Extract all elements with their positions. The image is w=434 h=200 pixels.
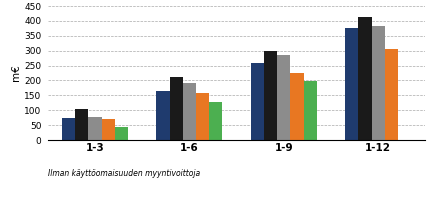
Bar <box>75 109 89 140</box>
Bar <box>290 73 303 140</box>
Y-axis label: m€: m€ <box>11 65 21 81</box>
Bar <box>62 118 75 140</box>
Bar <box>196 93 209 140</box>
Bar <box>358 17 372 140</box>
Bar <box>170 77 183 140</box>
Bar <box>372 26 385 140</box>
Bar <box>251 63 264 140</box>
Bar <box>209 102 222 140</box>
Bar <box>156 91 170 140</box>
Bar <box>183 83 196 140</box>
Bar <box>277 55 290 140</box>
Bar <box>89 117 102 140</box>
Bar <box>385 49 398 140</box>
Bar <box>115 127 128 140</box>
Text: Ilman käyttöomaisuuden myyntivoittoja: Ilman käyttöomaisuuden myyntivoittoja <box>48 170 200 178</box>
Bar <box>102 119 115 140</box>
Bar <box>264 51 277 140</box>
Bar <box>345 28 358 140</box>
Bar <box>303 81 317 140</box>
